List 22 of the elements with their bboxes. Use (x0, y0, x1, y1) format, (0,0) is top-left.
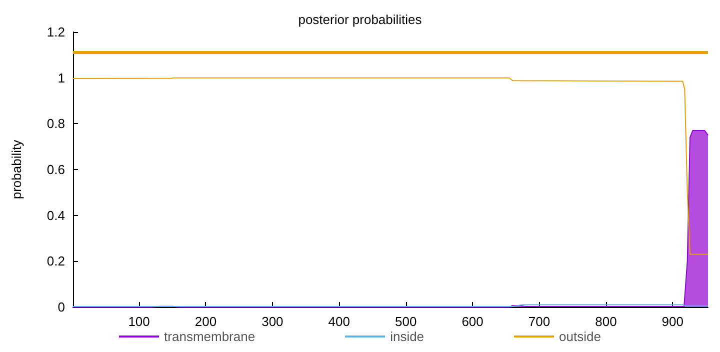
x-tick-label: 900 (662, 314, 684, 329)
x-tick-label: 600 (462, 314, 484, 329)
y-tick-label: 0.2 (46, 254, 65, 269)
x-tick-label: 400 (328, 314, 350, 329)
y-tick-label: 1 (58, 70, 65, 86)
x-tick-label: 700 (528, 314, 550, 329)
x-tick-label: 100 (128, 314, 150, 329)
chart-title: posterior probabilities (298, 12, 422, 27)
x-tick-label: 500 (394, 314, 417, 329)
y-tick-label: 0.4 (46, 208, 65, 223)
x-tick-label: 200 (194, 314, 217, 329)
legend-label: transmembrane (164, 329, 256, 344)
y-tick-label: 1.2 (46, 24, 65, 40)
y-tick-label: 0.8 (46, 116, 65, 132)
legend-label: outside (559, 329, 601, 344)
x-tick-label: 800 (595, 314, 617, 329)
y-axis-title: probability (9, 139, 24, 200)
y-tick-label: 0.6 (46, 162, 65, 177)
y-tick-label: 0 (58, 300, 65, 314)
x-tick-label: 300 (262, 314, 284, 329)
legend-label: inside (390, 329, 424, 344)
line-series (72, 77, 708, 255)
